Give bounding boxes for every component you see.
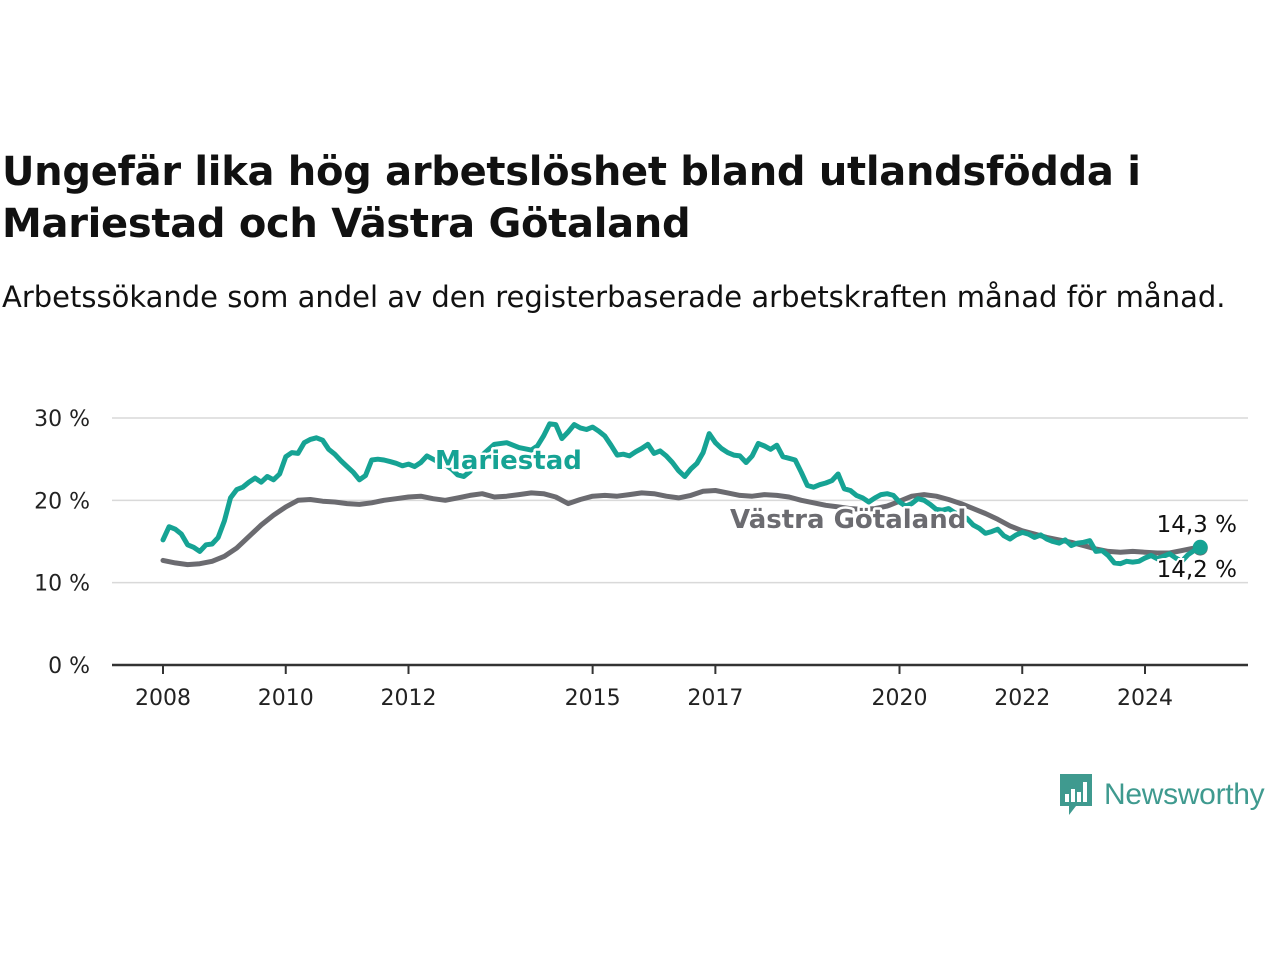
series-lines bbox=[160, 421, 1208, 568]
end-point-mariestad bbox=[1192, 539, 1208, 555]
series-labels: Mariestad Västra Götaland 14,3 % 14,2 % bbox=[433, 444, 1240, 586]
x-tick-label: 2024 bbox=[1117, 686, 1173, 711]
x-axis-ticks: 2008 2010 2012 2015 2017 2020 2022 2024 bbox=[135, 665, 1173, 711]
y-tick-label: 10 % bbox=[34, 572, 90, 597]
x-tick-label: 2012 bbox=[381, 686, 437, 711]
line-chart: 0 % 10 % 20 % 30 % 2008 2010 2012 2015 2017 2020… bbox=[34, 407, 1248, 711]
x-tick-label: 2020 bbox=[872, 686, 928, 711]
series-label-vastra-gotaland: Västra Götaland bbox=[730, 505, 966, 535]
brand-name: Newsworthy bbox=[1104, 778, 1265, 811]
newsworthy-logo: Newsworthy bbox=[1058, 772, 1265, 818]
y-tick-label: 0 % bbox=[48, 654, 90, 679]
y-axis-ticks: 0 % 10 % 20 % 30 % bbox=[34, 407, 90, 679]
chart-subtitle: Arbetssökande som andel av den registerb… bbox=[2, 280, 1226, 314]
series-line-mariestad bbox=[160, 421, 1203, 567]
chart-title: Ungefär lika hög arbetslöshet bland utla… bbox=[2, 149, 1141, 247]
x-tick-label: 2008 bbox=[135, 686, 191, 711]
series-label-mariestad: Mariestad bbox=[435, 446, 582, 476]
end-value-label-mariestad: 14,3 % bbox=[1157, 512, 1237, 538]
x-tick-label: 2017 bbox=[687, 686, 743, 711]
y-tick-label: 20 % bbox=[34, 489, 90, 514]
x-tick-label: 2015 bbox=[565, 686, 621, 711]
y-tick-label: 30 % bbox=[34, 407, 90, 432]
series-line-v-stra-g-taland bbox=[160, 488, 1203, 568]
end-value-label-vastra-gotaland: 14,2 % bbox=[1157, 557, 1237, 583]
bar-chart-speech-bubble-icon bbox=[1060, 774, 1092, 815]
x-tick-label: 2022 bbox=[994, 686, 1050, 711]
x-tick-label: 2010 bbox=[258, 686, 314, 711]
